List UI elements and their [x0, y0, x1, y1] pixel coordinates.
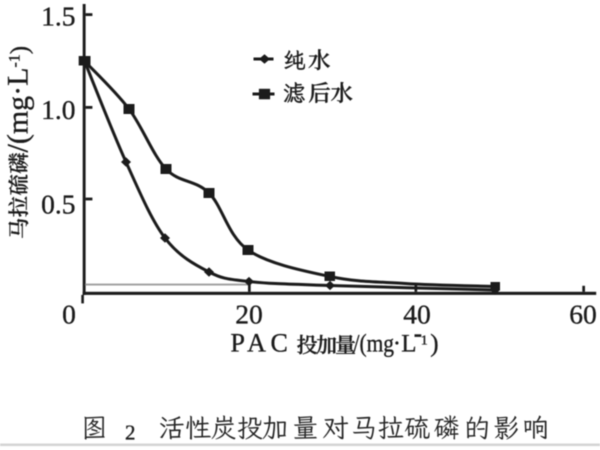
- svg-text:1.0: 1.0: [41, 94, 75, 125]
- svg-text:): ): [430, 331, 438, 358]
- svg-text:60: 60: [569, 298, 597, 329]
- svg-text:0.5: 0.5: [41, 189, 75, 220]
- svg-text:40: 40: [403, 298, 431, 329]
- svg-text:1.5: 1.5: [41, 0, 75, 31]
- svg-text:·: ·: [393, 331, 401, 358]
- svg-text:0: 0: [62, 298, 76, 329]
- svg-text:20: 20: [235, 298, 263, 329]
- svg-text:2: 2: [125, 421, 136, 445]
- svg-text:PAC: PAC: [231, 329, 293, 358]
- svg-text:1: 1: [421, 334, 428, 349]
- svg-text:L: L: [401, 331, 416, 358]
- svg-text:/(mg: /(mg: [354, 331, 395, 358]
